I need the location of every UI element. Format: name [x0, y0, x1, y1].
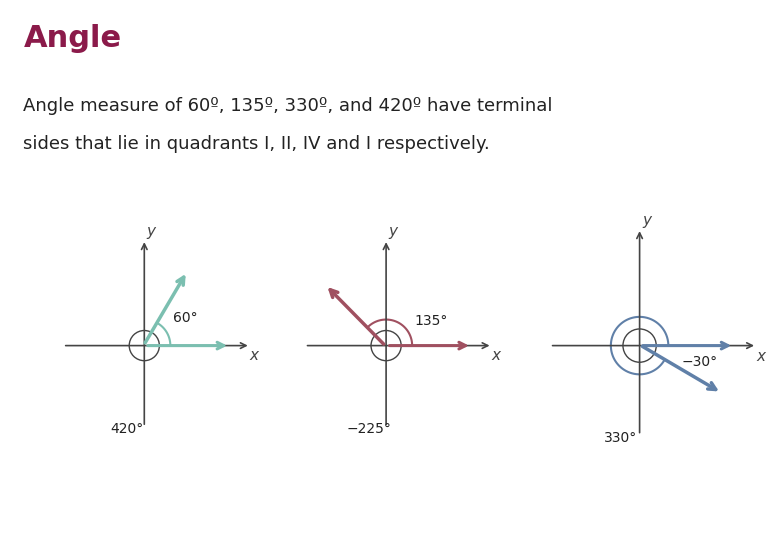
Text: 330°: 330°: [604, 431, 637, 445]
Text: −225°: −225°: [346, 422, 392, 436]
Text: 60°: 60°: [173, 311, 197, 325]
Text: Angle measure of 60º, 135º, 330º, and 420º have terminal: Angle measure of 60º, 135º, 330º, and 42…: [23, 97, 553, 115]
Text: 420°: 420°: [111, 422, 144, 436]
Text: PEARSON: PEARSON: [637, 508, 757, 529]
Text: x: x: [250, 348, 258, 363]
Text: y: y: [147, 224, 156, 239]
Text: 135°: 135°: [415, 314, 448, 328]
Text: sides that lie in quadrants I, II, IV and I respectively.: sides that lie in quadrants I, II, IV an…: [23, 135, 490, 153]
Text: y: y: [643, 213, 651, 228]
Text: y: y: [388, 224, 398, 239]
Text: Angle: Angle: [23, 24, 122, 53]
Text: x: x: [756, 349, 765, 364]
Text: −30°: −30°: [681, 355, 718, 369]
Text: ALWAYS LEARNING: ALWAYS LEARNING: [23, 512, 141, 525]
Text: x: x: [491, 348, 500, 363]
